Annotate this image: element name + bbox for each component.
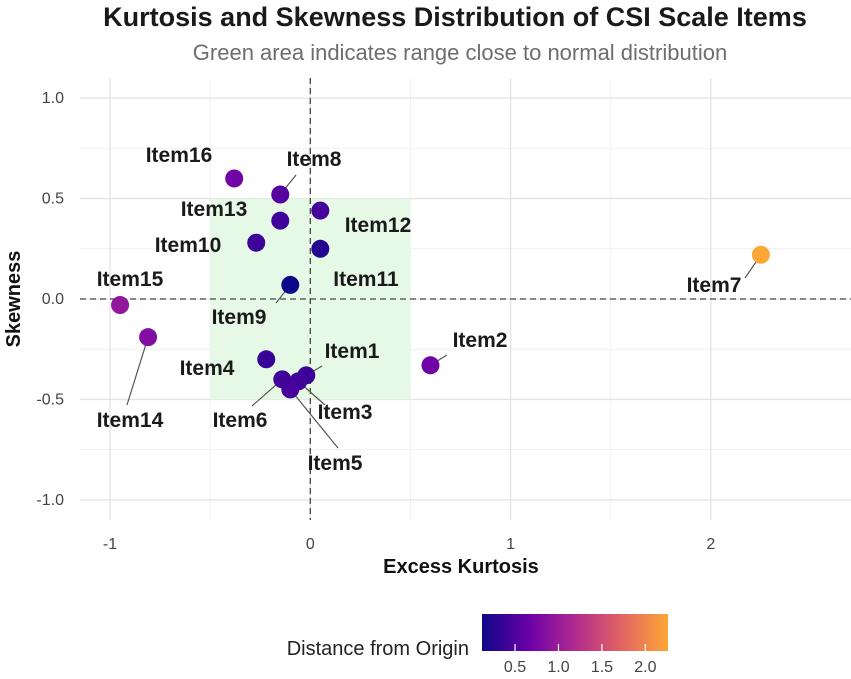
y-tick-label: 1.0	[42, 90, 64, 107]
data-point	[311, 201, 330, 220]
data-point	[281, 275, 300, 294]
point-label: Item12	[345, 214, 412, 237]
point-label: Item15	[97, 268, 164, 291]
data-point	[111, 296, 130, 315]
x-tick-label: 0	[306, 536, 315, 553]
label-leader-line	[289, 389, 339, 449]
point-label: Item2	[453, 329, 508, 352]
y-tick-label: -1.0	[36, 492, 64, 509]
data-point	[271, 185, 290, 204]
point-label: Item13	[181, 198, 248, 221]
point-label: Item14	[97, 409, 164, 432]
x-tick-label: -1	[103, 536, 117, 553]
x-axis-title: Excess Kurtosis	[383, 556, 539, 578]
y-tick-label: 0.5	[42, 191, 64, 208]
legend-tick-label: 1.5	[591, 659, 613, 676]
data-point	[139, 328, 158, 347]
point-label: Item9	[212, 306, 267, 329]
data-point	[257, 350, 276, 369]
x-tick-label: 2	[706, 536, 715, 553]
y-tick-label: 0.0	[42, 291, 64, 308]
data-point	[271, 211, 290, 230]
point-label: Item7	[687, 274, 742, 297]
chart-title: Kurtosis and Skewness Distribution of CS…	[103, 2, 807, 32]
legend-colorbar	[482, 614, 668, 651]
data-point	[273, 370, 292, 389]
point-label: Item5	[308, 452, 363, 475]
point-label: Item6	[213, 409, 268, 432]
y-tick-label: -0.5	[36, 391, 64, 408]
chart-subtitle: Green area indicates range close to norm…	[193, 40, 727, 65]
legend-tick-label: 2.0	[634, 659, 656, 676]
legend-tick-label: 0.5	[504, 659, 526, 676]
data-point	[751, 245, 770, 264]
point-label: Item11	[333, 268, 399, 291]
x-tick-label: 1	[506, 536, 515, 553]
point-label: Item3	[318, 401, 373, 424]
point-label: Item1	[325, 340, 380, 363]
point-label: Item16	[146, 144, 213, 167]
legend-title: Distance from Origin	[287, 638, 469, 660]
point-label: Item4	[180, 357, 235, 380]
point-label: Item8	[287, 148, 342, 171]
data-point	[421, 356, 440, 375]
legend-tick-label: 1.0	[547, 659, 569, 676]
point-label: Item10	[155, 234, 222, 257]
data-point	[225, 169, 244, 188]
label-leader-line	[126, 336, 149, 406]
data-point	[311, 239, 330, 258]
y-axis-title: Skewness	[3, 251, 25, 348]
data-point	[247, 233, 266, 252]
